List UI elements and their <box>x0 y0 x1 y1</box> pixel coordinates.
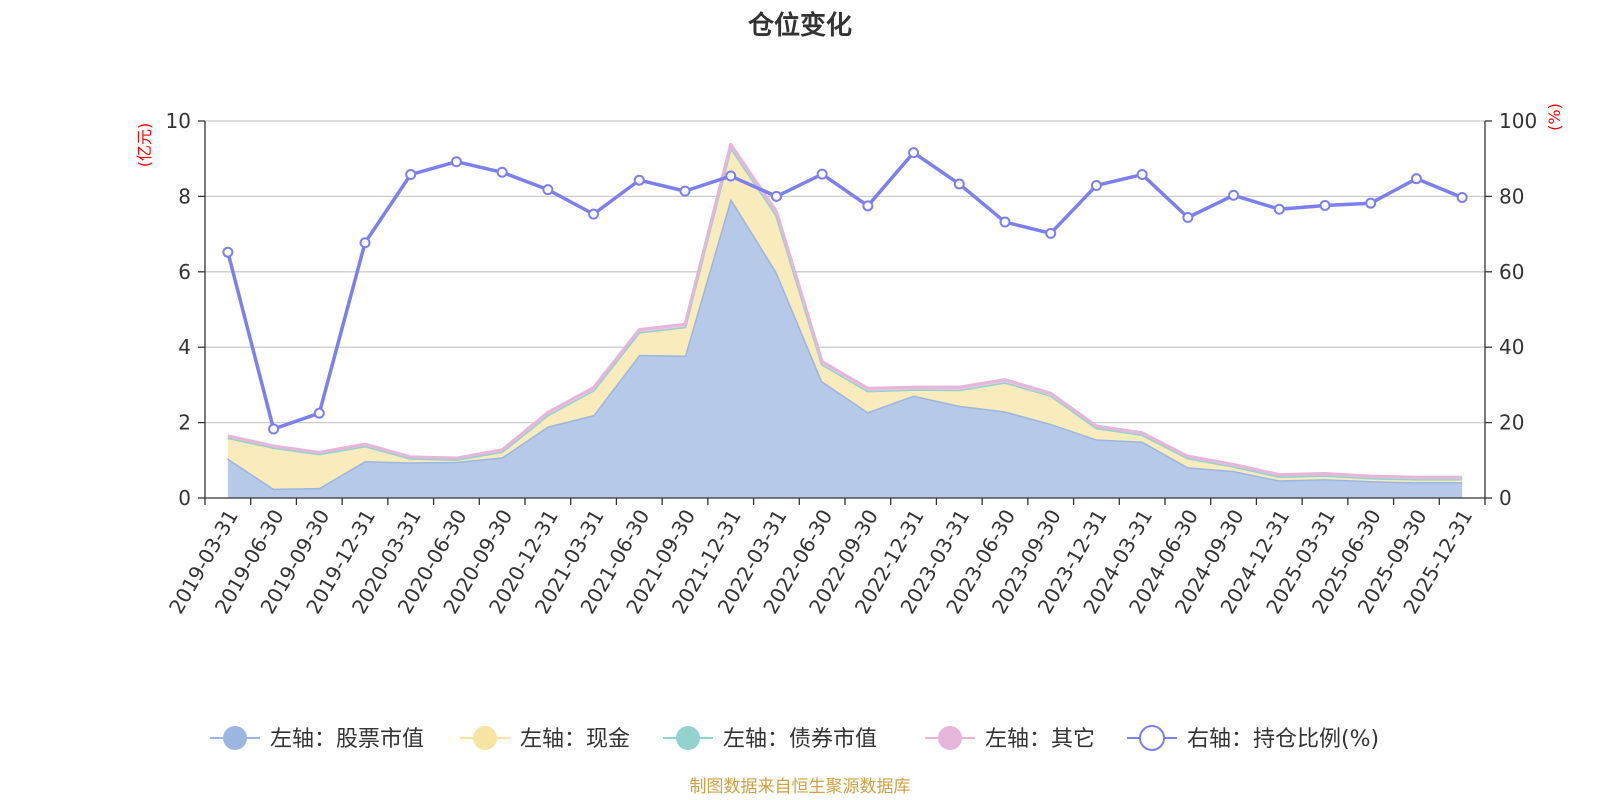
legend-marker <box>223 726 247 750</box>
ratio-point <box>725 170 737 182</box>
ratio-point <box>450 156 462 168</box>
ratio-point <box>268 423 280 435</box>
ratio-point <box>1228 189 1240 201</box>
right-axis-unit: (%) <box>1545 103 1564 131</box>
ratio-point <box>359 237 371 249</box>
legend-marker <box>676 726 700 750</box>
ratio-point <box>1090 179 1102 191</box>
ratio-point <box>908 147 920 159</box>
area-series <box>227 142 1463 498</box>
ratio-point <box>313 407 325 419</box>
legend-label: 左轴：其它 <box>985 727 1095 752</box>
ratio-point <box>1456 192 1468 204</box>
legend-item[interactable]: 左轴：债券市值 <box>663 726 877 752</box>
ratio-point <box>633 174 645 186</box>
ratio-point <box>679 185 691 197</box>
legend-marker <box>473 726 497 750</box>
left-tick-label: 8 <box>178 184 191 208</box>
ratio-point <box>816 168 828 180</box>
legend-item[interactable]: 左轴：其它 <box>925 726 1095 752</box>
data-source-note: 制图数据来自恒生聚源数据库 <box>690 777 911 797</box>
ratio-line <box>226 150 1463 431</box>
legend: 左轴：股票市值 左轴：现金 左轴：债券市值 左轴：其它 右轴：持仓比例(%) <box>210 725 1379 752</box>
legend-label: 左轴：债券市值 <box>723 727 877 752</box>
left-axis-unit: (亿元) <box>135 123 154 168</box>
legend-item[interactable]: 右轴：持仓比例(%) <box>1127 725 1379 752</box>
area-edge-line <box>227 142 1463 479</box>
ratio-point <box>770 190 782 202</box>
line-series <box>222 147 1468 435</box>
legend-label: 左轴：股票市值 <box>270 727 424 752</box>
legend-item[interactable]: 左轴：股票市值 <box>210 726 424 752</box>
ratio-point <box>588 208 600 220</box>
ratio-point <box>222 246 234 258</box>
ratio-point <box>542 184 554 196</box>
ratio-point <box>405 169 417 181</box>
ratio-point <box>1319 199 1331 211</box>
legend-item[interactable]: 左轴：现金 <box>460 726 630 752</box>
axes: 02468100204060801002019-03-312019-06-302… <box>164 109 1537 618</box>
ratio-point <box>862 200 874 212</box>
ratio-point <box>496 166 508 178</box>
legend-marker <box>938 726 962 750</box>
grid-lines <box>205 120 1485 424</box>
right-tick-label: 0 <box>1499 486 1512 510</box>
left-tick-label: 0 <box>178 486 191 510</box>
left-tick-label: 10 <box>166 109 191 133</box>
left-tick-label: 2 <box>178 411 191 435</box>
right-tick-label: 80 <box>1499 184 1524 208</box>
ratio-point <box>1136 169 1148 181</box>
left-tick-label: 6 <box>178 260 191 284</box>
ratio-point <box>1045 227 1057 239</box>
right-tick-label: 20 <box>1499 411 1524 435</box>
ratio-point <box>1273 203 1285 215</box>
ratio-point <box>1182 212 1194 224</box>
legend-marker <box>1139 725 1165 751</box>
ratio-point <box>953 178 965 190</box>
right-tick-label: 40 <box>1499 335 1524 359</box>
ratio-point <box>1410 173 1422 185</box>
chart-title: 仓位变化 <box>747 10 852 41</box>
area-fill <box>227 198 1463 498</box>
left-tick-label: 4 <box>178 335 191 359</box>
ratio-point <box>1365 197 1377 209</box>
ratio-point <box>999 216 1011 228</box>
legend-label: 右轴：持仓比例(%) <box>1187 727 1379 752</box>
right-tick-label: 60 <box>1499 260 1524 284</box>
right-tick-label: 100 <box>1499 109 1537 133</box>
area-fill <box>227 147 1463 489</box>
legend-label: 左轴：现金 <box>520 727 630 752</box>
